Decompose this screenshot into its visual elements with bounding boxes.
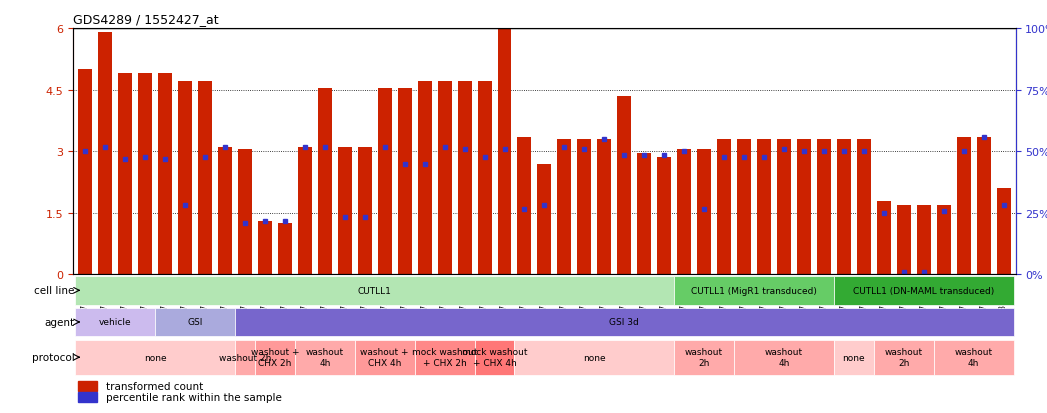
Bar — [238, 150, 252, 275]
Bar — [497, 29, 512, 275]
FancyBboxPatch shape — [75, 340, 235, 375]
FancyBboxPatch shape — [514, 340, 674, 375]
Text: GSI: GSI — [187, 318, 203, 327]
FancyBboxPatch shape — [235, 340, 255, 375]
Text: CUTLL1 (DN-MAML transduced): CUTLL1 (DN-MAML transduced) — [853, 286, 995, 295]
Bar — [777, 140, 790, 275]
Bar — [618, 97, 631, 275]
Bar — [876, 201, 891, 275]
Text: CUTLL1 (MigR1 transduced): CUTLL1 (MigR1 transduced) — [691, 286, 817, 295]
Text: washout
2h: washout 2h — [685, 348, 723, 367]
FancyBboxPatch shape — [734, 340, 833, 375]
Bar — [638, 154, 651, 275]
FancyBboxPatch shape — [474, 340, 514, 375]
Text: protocol: protocol — [31, 352, 74, 362]
FancyBboxPatch shape — [75, 276, 674, 305]
Text: washout +
CHX 4h: washout + CHX 4h — [360, 348, 409, 367]
Text: washout
2h: washout 2h — [885, 348, 922, 367]
Bar — [477, 82, 491, 275]
Bar — [856, 140, 871, 275]
Text: transformed count: transformed count — [107, 381, 203, 391]
Bar — [757, 140, 771, 275]
Bar — [937, 205, 951, 275]
Bar — [997, 189, 1010, 275]
FancyBboxPatch shape — [674, 276, 833, 305]
Bar — [697, 150, 711, 275]
FancyBboxPatch shape — [674, 340, 734, 375]
Text: percentile rank within the sample: percentile rank within the sample — [107, 392, 282, 402]
Bar — [438, 82, 451, 275]
Text: cell line: cell line — [34, 286, 74, 296]
FancyBboxPatch shape — [355, 340, 415, 375]
FancyBboxPatch shape — [833, 340, 874, 375]
FancyBboxPatch shape — [75, 308, 155, 337]
Text: agent: agent — [44, 317, 74, 327]
Bar — [458, 82, 471, 275]
Bar — [797, 140, 811, 275]
Bar — [318, 88, 332, 275]
Bar — [897, 205, 911, 275]
Bar — [717, 140, 731, 275]
Bar — [378, 88, 392, 275]
Bar — [178, 82, 192, 275]
Bar — [557, 140, 572, 275]
Bar — [658, 158, 671, 275]
Bar — [837, 140, 851, 275]
Bar — [977, 138, 990, 275]
FancyBboxPatch shape — [833, 276, 1013, 305]
Text: mock washout
+ CHX 4h: mock washout + CHX 4h — [462, 348, 528, 367]
Text: CUTLL1: CUTLL1 — [358, 286, 392, 295]
Bar — [298, 148, 312, 275]
Bar — [98, 33, 112, 275]
Bar — [737, 140, 751, 275]
Bar — [537, 164, 552, 275]
Bar — [358, 148, 372, 275]
Bar — [418, 82, 431, 275]
Text: none: none — [143, 353, 166, 362]
FancyBboxPatch shape — [415, 340, 474, 375]
Text: GSI 3d: GSI 3d — [609, 318, 639, 327]
Text: mock washout
+ CHX 2h: mock washout + CHX 2h — [411, 348, 477, 367]
Bar — [79, 70, 92, 275]
Text: washout 2h: washout 2h — [219, 353, 271, 362]
Text: vehicle: vehicle — [98, 318, 132, 327]
Text: washout
4h: washout 4h — [955, 348, 993, 367]
Bar — [118, 74, 132, 275]
Bar — [398, 88, 411, 275]
Bar — [917, 205, 931, 275]
Bar — [198, 82, 213, 275]
Bar — [338, 148, 352, 275]
Bar — [277, 223, 292, 275]
Bar — [258, 221, 272, 275]
Text: washout
4h: washout 4h — [306, 348, 343, 367]
FancyBboxPatch shape — [295, 340, 355, 375]
Bar — [218, 148, 232, 275]
Bar — [138, 74, 152, 275]
FancyBboxPatch shape — [155, 308, 235, 337]
Bar — [598, 140, 611, 275]
Text: washout
4h: washout 4h — [765, 348, 803, 367]
FancyBboxPatch shape — [255, 340, 295, 375]
Text: GDS4289 / 1552427_at: GDS4289 / 1552427_at — [73, 13, 219, 26]
Bar — [158, 74, 172, 275]
Bar — [817, 140, 831, 275]
Bar — [517, 138, 532, 275]
FancyBboxPatch shape — [934, 340, 1013, 375]
Text: washout +
CHX 2h: washout + CHX 2h — [250, 348, 299, 367]
Bar — [577, 140, 592, 275]
FancyBboxPatch shape — [235, 308, 1013, 337]
Text: none: none — [583, 353, 605, 362]
Bar — [79, 381, 97, 391]
FancyBboxPatch shape — [874, 340, 934, 375]
Text: none: none — [843, 353, 865, 362]
Bar — [79, 392, 97, 402]
Bar — [957, 138, 971, 275]
Bar — [677, 150, 691, 275]
